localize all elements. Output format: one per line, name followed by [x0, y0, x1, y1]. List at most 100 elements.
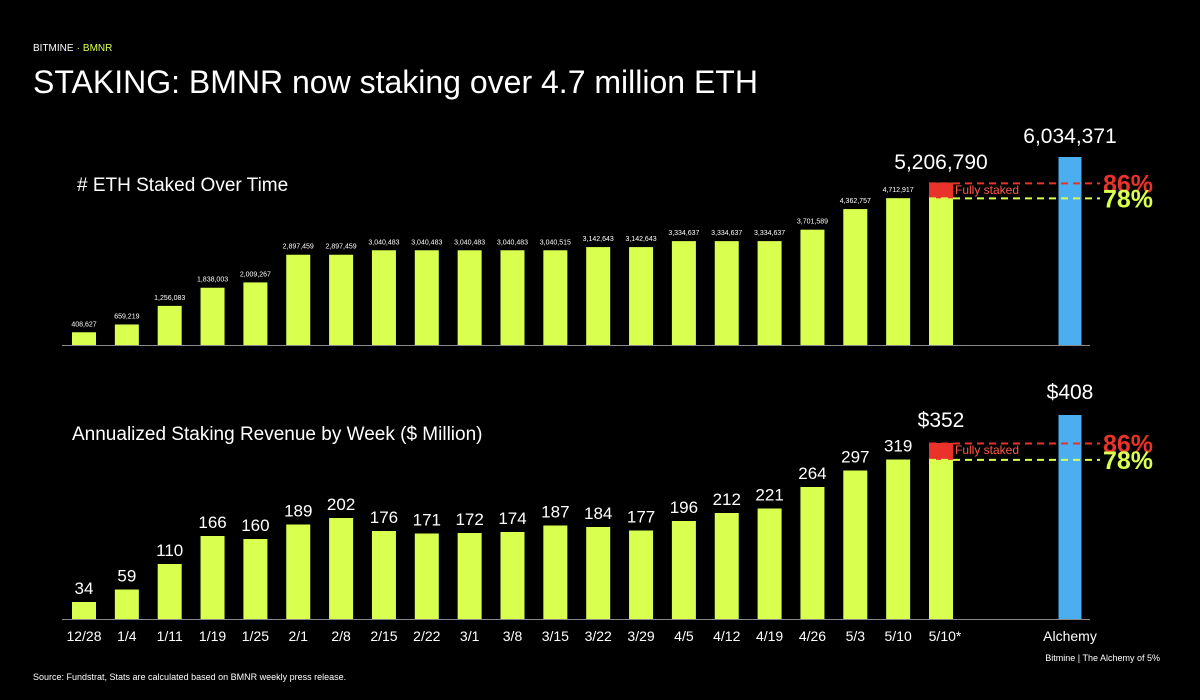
value-label: 319 [884, 437, 912, 456]
value-label: 1,838,003 [197, 277, 228, 284]
x-tick-label: 2/1 [289, 628, 309, 644]
value-label: 659,219 [114, 313, 139, 320]
bar [800, 229, 825, 345]
value-label: 189 [284, 502, 312, 521]
bar [714, 241, 739, 345]
x-tick-label: 3/1 [460, 628, 480, 644]
x-tick-label: 3/22 [585, 628, 612, 644]
value-label: 2,897,459 [326, 244, 357, 251]
bar [329, 518, 354, 619]
x-tick-label: 2/8 [331, 628, 351, 644]
bar [586, 527, 611, 619]
value-label: 174 [498, 509, 526, 528]
fully-staked-segment [929, 182, 953, 199]
bar [371, 531, 396, 619]
value-label: 3,040,515 [540, 239, 571, 246]
value-label: 3,040,483 [497, 239, 528, 246]
value-label: 297 [841, 448, 869, 467]
bar [757, 241, 782, 345]
value-label: 3,334,637 [711, 230, 742, 237]
value-label: 2,897,459 [283, 244, 314, 251]
value-label: 34 [75, 579, 94, 598]
header: BITMINE · BMNR [33, 43, 112, 54]
value-label: 264 [798, 464, 826, 483]
bar [72, 602, 96, 619]
bar [371, 250, 396, 345]
value-label: 3,142,643 [583, 236, 614, 243]
value-label: 177 [627, 508, 655, 527]
bar [157, 564, 182, 619]
value-label: 3,334,637 [668, 230, 699, 237]
bar [714, 513, 739, 619]
value-label: 3,334,637 [754, 230, 785, 237]
value-label: 59 [117, 567, 136, 586]
bar [1058, 415, 1082, 619]
bar [286, 524, 311, 619]
x-tick-label: 3/15 [542, 628, 569, 644]
bar [757, 508, 782, 619]
bar [929, 182, 953, 345]
reference-label: 78% [1103, 185, 1153, 213]
bar [886, 198, 911, 345]
value-label: 6,034,371 [1023, 125, 1116, 148]
panel-title: # ETH Staked Over Time [77, 175, 288, 196]
bar [543, 250, 568, 345]
value-label: 196 [670, 498, 698, 517]
x-tick-label: 4/12 [713, 628, 740, 644]
separator: · [77, 43, 80, 54]
value-label: 2,009,267 [240, 271, 271, 278]
bar [114, 324, 139, 345]
bar [72, 332, 96, 345]
bar [114, 589, 139, 619]
bar [629, 530, 654, 619]
x-tick-label: 5/10 [885, 628, 912, 644]
bar [329, 254, 354, 345]
reference-label: 86% [1103, 431, 1153, 459]
bar [500, 532, 525, 619]
x-tick-label: 2/22 [413, 628, 440, 644]
panel-title: Annualized Staking Revenue by Week ($ Mi… [72, 424, 482, 445]
reference-label: 78% [1103, 447, 1153, 475]
bar [586, 247, 611, 345]
bar [243, 539, 268, 619]
value-label: 5,206,790 [894, 151, 987, 174]
value-label: $352 [918, 409, 965, 432]
value-label: 3,040,483 [411, 239, 442, 246]
title: STAKING: BMNR now staking over 4.7 milli… [33, 64, 758, 100]
bar [414, 250, 439, 345]
value-label: 4,712,917 [883, 187, 914, 194]
bar [929, 443, 953, 619]
bar [671, 241, 696, 345]
bar [457, 250, 482, 345]
reference-label: 86% [1103, 170, 1153, 198]
x-tick-label: 3/29 [627, 628, 654, 644]
source: Source: Fundstrat, Stats are calculated … [33, 672, 346, 682]
bar [200, 287, 225, 345]
value-label: 1,256,083 [154, 295, 185, 302]
value-label: 160 [241, 516, 269, 535]
value-label: 172 [455, 510, 483, 529]
bar [843, 209, 868, 345]
x-tick-label: 4/5 [674, 628, 694, 644]
value-label: 3,142,643 [625, 236, 656, 243]
fully-staked-segment [929, 443, 953, 460]
bar [500, 250, 525, 345]
x-tick-label: 5/10* [929, 628, 962, 644]
x-tick-label: 3/8 [503, 628, 523, 644]
value-label: 408,627 [71, 321, 96, 328]
bar [843, 470, 868, 619]
value-label: 171 [413, 511, 441, 530]
x-tick-label: 4/26 [799, 628, 826, 644]
value-label: $408 [1047, 381, 1094, 404]
value-label: 221 [755, 486, 783, 505]
value-label: 4,362,757 [840, 198, 871, 205]
x-tick-label: 1/25 [242, 628, 269, 644]
bar [200, 536, 225, 619]
brand: BITMINE [33, 43, 74, 54]
ticker: BMNR [83, 43, 112, 54]
x-tick-label: 1/19 [199, 628, 226, 644]
bar [886, 459, 911, 619]
bar [286, 254, 311, 345]
value-label: 187 [541, 503, 569, 522]
